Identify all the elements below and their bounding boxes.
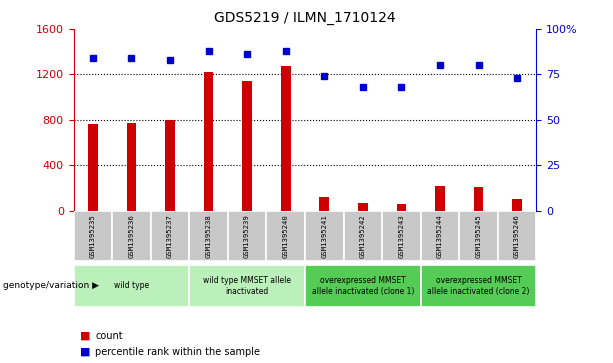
Bar bbox=[204, 72, 213, 211]
Text: count: count bbox=[95, 331, 123, 341]
Text: overexpressed MMSET
allele inactivated (clone 2): overexpressed MMSET allele inactivated (… bbox=[427, 276, 530, 295]
Text: GSM1395239: GSM1395239 bbox=[244, 214, 250, 258]
Bar bbox=[382, 211, 421, 261]
Bar bbox=[228, 211, 267, 261]
Bar bbox=[512, 199, 522, 211]
Bar bbox=[74, 211, 112, 261]
Text: GSM1395240: GSM1395240 bbox=[283, 214, 289, 258]
Text: GSM1395244: GSM1395244 bbox=[437, 214, 443, 258]
Bar bbox=[358, 203, 368, 211]
Bar bbox=[127, 123, 136, 211]
Bar bbox=[305, 265, 421, 307]
Bar bbox=[474, 187, 483, 211]
Text: GSM1395246: GSM1395246 bbox=[514, 214, 520, 258]
Text: ■: ■ bbox=[80, 331, 90, 341]
Bar bbox=[397, 204, 406, 211]
Bar bbox=[319, 197, 329, 211]
Bar bbox=[281, 66, 291, 211]
Text: ■: ■ bbox=[80, 347, 90, 357]
Bar bbox=[74, 265, 189, 307]
Bar bbox=[435, 185, 445, 211]
Bar bbox=[151, 211, 189, 261]
Bar bbox=[165, 120, 175, 211]
Bar bbox=[189, 265, 305, 307]
Bar bbox=[498, 211, 536, 261]
Text: GSM1395241: GSM1395241 bbox=[321, 214, 327, 258]
Text: wild type: wild type bbox=[114, 281, 149, 290]
Bar bbox=[112, 211, 151, 261]
Bar bbox=[88, 124, 97, 211]
Text: GSM1395245: GSM1395245 bbox=[476, 214, 482, 258]
Text: GSM1395243: GSM1395243 bbox=[398, 214, 405, 258]
Bar bbox=[421, 265, 536, 307]
Text: wild type MMSET allele
inactivated: wild type MMSET allele inactivated bbox=[203, 276, 291, 295]
Text: percentile rank within the sample: percentile rank within the sample bbox=[95, 347, 260, 357]
Bar bbox=[242, 81, 252, 211]
Bar bbox=[267, 211, 305, 261]
Text: genotype/variation ▶: genotype/variation ▶ bbox=[3, 281, 99, 290]
Bar bbox=[343, 211, 382, 261]
Text: GSM1395236: GSM1395236 bbox=[128, 214, 134, 258]
Text: GSM1395235: GSM1395235 bbox=[90, 214, 96, 258]
Title: GDS5219 / ILMN_1710124: GDS5219 / ILMN_1710124 bbox=[214, 11, 396, 25]
Text: GSM1395238: GSM1395238 bbox=[205, 214, 211, 258]
Text: overexpressed MMSET
allele inactivated (clone 1): overexpressed MMSET allele inactivated (… bbox=[311, 276, 414, 295]
Bar bbox=[189, 211, 228, 261]
Bar bbox=[459, 211, 498, 261]
Text: GSM1395237: GSM1395237 bbox=[167, 214, 173, 258]
Bar bbox=[305, 211, 343, 261]
Text: GSM1395242: GSM1395242 bbox=[360, 214, 366, 258]
Bar bbox=[421, 211, 459, 261]
